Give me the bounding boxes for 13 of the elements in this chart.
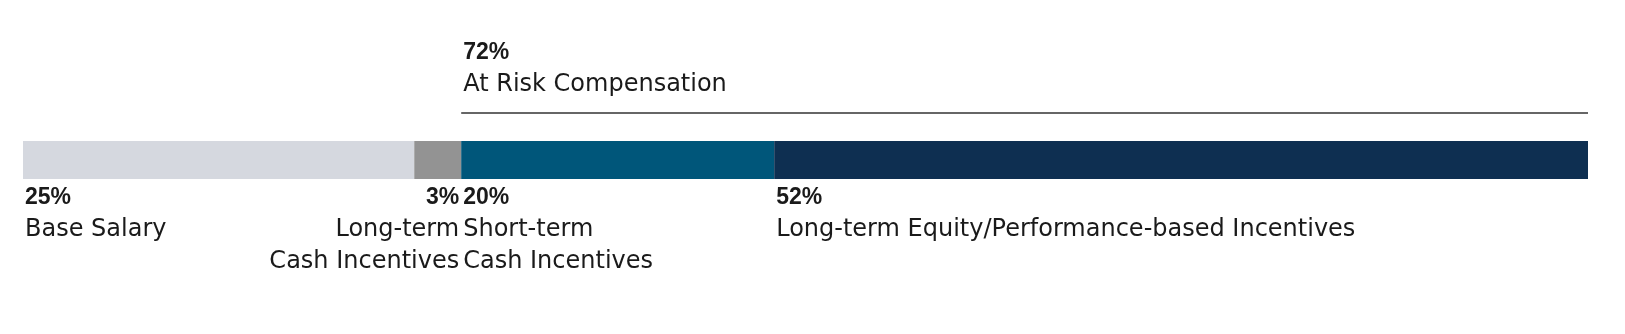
data-label: 25% (25, 183, 72, 209)
data-label: 3% (425, 183, 460, 209)
series-label: Long-term Cash Incentives (269, 214, 460, 274)
data-label: 20% (463, 183, 510, 209)
bar (461, 141, 775, 179)
series-label: Short-term Cash Incentives (463, 214, 654, 274)
bar (23, 141, 415, 179)
series-label: Base Salary (25, 214, 167, 242)
bar (774, 141, 1588, 179)
series-label: Long-term Equity/Performance-based Incentives (776, 214, 1356, 242)
bar (414, 141, 462, 179)
data-label: 52% (776, 183, 823, 209)
text: 72% At Risk Compensation (463, 38, 727, 97)
